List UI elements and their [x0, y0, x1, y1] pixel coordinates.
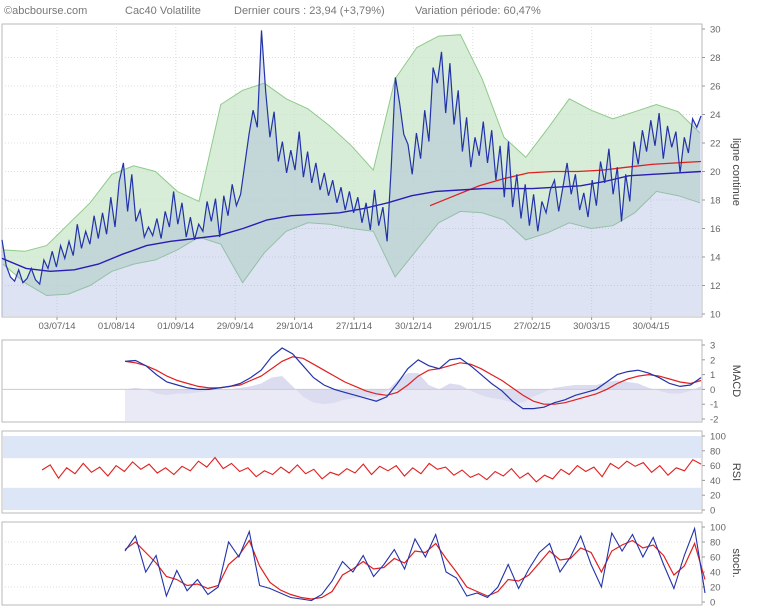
- panel-label-stoch: stoch.: [730, 548, 742, 577]
- instrument-name: Cac40 Volatilite: [125, 5, 201, 17]
- x-tick-label: 03/07/14: [39, 321, 76, 332]
- period-variation: Variation période: 60,47%: [415, 5, 541, 17]
- y-tick-label: 20: [710, 167, 721, 178]
- y-tick-label: 40: [710, 476, 721, 487]
- y-tick-label: 26: [710, 82, 721, 93]
- y-tick-label: 100: [710, 523, 726, 534]
- macd-line: [124, 347, 702, 410]
- y-tick-label: 30: [710, 25, 721, 36]
- bollinger-band: [3, 34, 700, 296]
- y-tick-label: 12: [710, 281, 721, 292]
- y-tick-label: 80: [710, 538, 721, 549]
- y-tick-label: 100: [710, 432, 726, 443]
- y-tick-label: -1: [710, 400, 718, 411]
- panel-frame-stoch: [1, 521, 703, 606]
- y-tick-label: 16: [710, 224, 721, 235]
- y-tick-label: 40: [710, 568, 721, 579]
- y-tick-label: 20: [710, 491, 721, 502]
- rsi-oversold-zone: [3, 487, 701, 510]
- last-price: Dernier cours : 23,94 (+3,79%): [234, 5, 385, 17]
- y-tick-label: 28: [710, 53, 721, 64]
- y-tick-label: 18: [710, 196, 721, 207]
- bollinger-lower-line: [2, 190, 701, 297]
- bollinger-upper-line: [2, 34, 701, 252]
- x-tick-label: 30/04/15: [633, 321, 670, 332]
- y-tick-label: 0: [710, 506, 715, 517]
- y-tick-label: 10: [710, 310, 721, 321]
- y-tick-label: 2: [710, 355, 715, 366]
- x-tick-label: 01/09/14: [157, 321, 194, 332]
- y-tick-label: 20: [710, 583, 721, 594]
- x-tick-label: 29/10/14: [276, 321, 313, 332]
- chart-header: ©abcbourse.com Cac40 Volatilite Dernier …: [0, 0, 760, 22]
- macd-background-area: [125, 373, 701, 421]
- x-tick-label: 01/08/14: [98, 321, 135, 332]
- y-tick-label: 1: [710, 370, 715, 381]
- y-tick-label: 22: [710, 139, 721, 150]
- y-tick-label: -2: [710, 415, 718, 426]
- price-area: [2, 30, 701, 317]
- rsi-overbought-zone: [3, 436, 701, 459]
- stochastic-d-line: [124, 539, 706, 600]
- source-label: ©abcbourse.com: [4, 5, 88, 17]
- x-tick-label: 29/09/14: [217, 321, 254, 332]
- y-tick-label: 24: [710, 110, 721, 121]
- y-tick-label: 3: [710, 341, 715, 352]
- y-tick-label: 80: [710, 446, 721, 457]
- moving-average-short-line: [1, 170, 702, 273]
- x-tick-label: 30/12/14: [395, 321, 432, 332]
- rsi-line: [41, 456, 702, 483]
- panel-label-price: ligne continue: [730, 138, 742, 206]
- x-tick-label: 27/11/14: [336, 321, 372, 332]
- y-tick-label: 14: [710, 253, 721, 264]
- y-tick-label: 60: [710, 553, 721, 564]
- y-tick-label: 0: [710, 385, 715, 396]
- panel-label-macd: MACD: [730, 365, 742, 397]
- price-line: [1, 30, 702, 286]
- stochastic-k-line: [124, 526, 706, 602]
- x-tick-label: 27/02/15: [514, 321, 551, 332]
- x-tick-label: 30/03/15: [573, 321, 610, 332]
- x-tick-label: 29/01/15: [454, 321, 491, 332]
- y-tick-label: 60: [710, 461, 721, 472]
- panel-label-rsi: RSI: [730, 463, 742, 481]
- y-tick-label: 0: [710, 598, 715, 609]
